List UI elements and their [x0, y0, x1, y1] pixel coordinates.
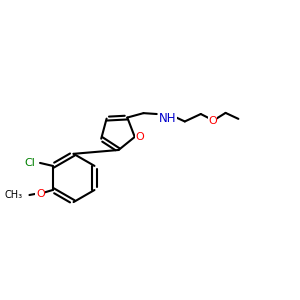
Text: O: O — [36, 188, 45, 199]
Text: O: O — [136, 132, 144, 142]
Text: Cl: Cl — [24, 158, 35, 168]
Text: NH: NH — [159, 112, 177, 124]
Text: O: O — [208, 116, 217, 126]
Text: CH₃: CH₃ — [4, 190, 23, 200]
